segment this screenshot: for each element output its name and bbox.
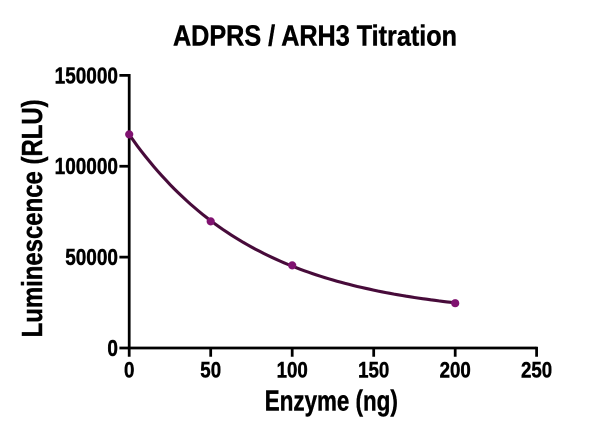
svg-text:100000: 100000: [55, 155, 118, 180]
svg-text:200: 200: [440, 359, 471, 383]
svg-text:100: 100: [277, 359, 308, 383]
svg-text:250: 250: [521, 359, 552, 383]
svg-text:ADPRS / ARH3 Titration: ADPRS / ARH3 Titration: [173, 21, 457, 53]
svg-text:Enzyme (ng): Enzyme (ng): [265, 385, 398, 417]
svg-text:Luminescence (RLU): Luminescence (RLU): [17, 99, 49, 337]
svg-text:150000: 150000: [55, 64, 118, 89]
svg-text:50000: 50000: [65, 245, 118, 270]
svg-text:0: 0: [124, 359, 134, 383]
svg-text:150: 150: [358, 359, 389, 383]
svg-text:50: 50: [200, 359, 221, 383]
svg-text:0: 0: [107, 336, 118, 361]
